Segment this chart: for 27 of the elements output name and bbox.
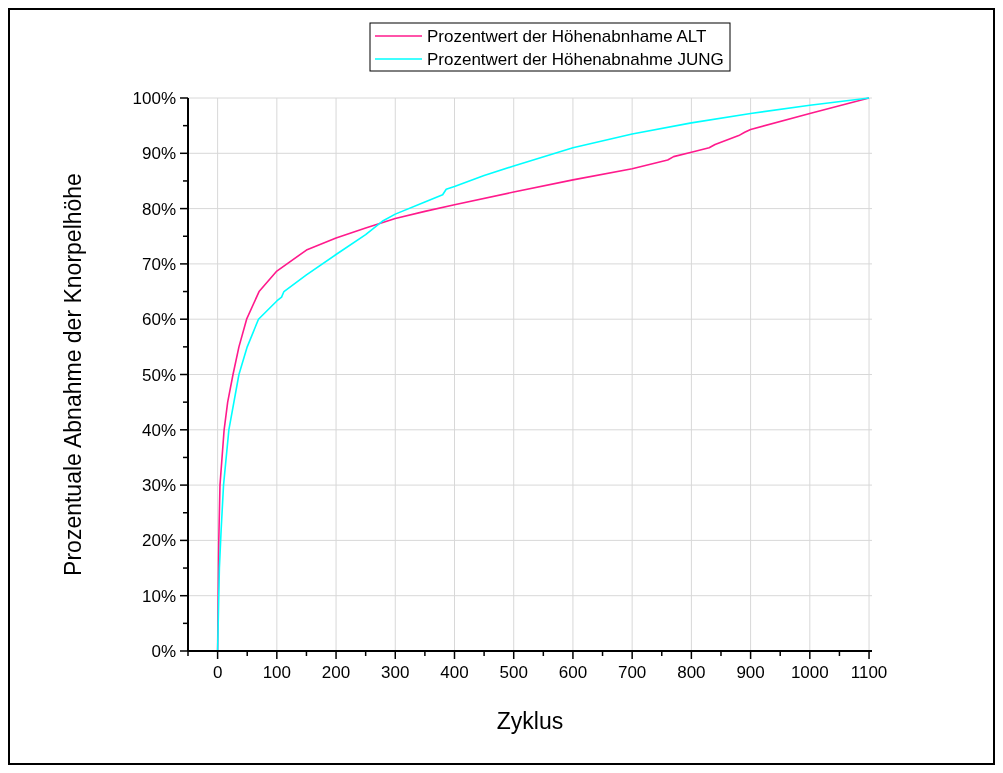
x-tick-label: 200 <box>321 663 351 682</box>
legend-label: Prozentwert der Höhenabnahme JUNG <box>427 50 724 69</box>
y-tick-label: 90% <box>141 144 176 164</box>
x-tick-label: 0 <box>212 663 223 682</box>
x-tick-label: 1000 <box>790 663 829 682</box>
x-tick-label: 800 <box>677 663 706 682</box>
y-tick-label: 60% <box>141 310 176 330</box>
x-tick-label: 300 <box>381 663 410 682</box>
x-tick-label: 600 <box>558 663 588 682</box>
legend-label: Prozentwert der Höhenabnhame ALT <box>427 27 707 46</box>
x-tick-label: 100 <box>262 663 292 682</box>
y-tick-label: 80% <box>141 199 176 219</box>
y-tick-label: 30% <box>141 476 176 496</box>
y-tick-label: 50% <box>141 365 176 385</box>
y-tick-label: 10% <box>141 586 176 606</box>
x-tick-label: 1100 <box>850 663 888 682</box>
y-tick-label: 70% <box>141 254 176 274</box>
x-tick-label: 900 <box>736 663 765 682</box>
x-tick-label: 700 <box>617 663 647 682</box>
y-tick-label: 100% <box>132 89 176 108</box>
y-tick-label: 20% <box>141 531 176 551</box>
y-tick-label: 40% <box>141 420 176 440</box>
x-axis-title: Zyklus <box>496 708 564 734</box>
x-tick-label: 400 <box>440 663 469 682</box>
y-axis-title: Prozentuale Abnahme der Knorpelhöhe <box>60 173 86 576</box>
x-tick-label: 500 <box>499 663 528 682</box>
y-tick-label: 0% <box>151 642 176 661</box>
